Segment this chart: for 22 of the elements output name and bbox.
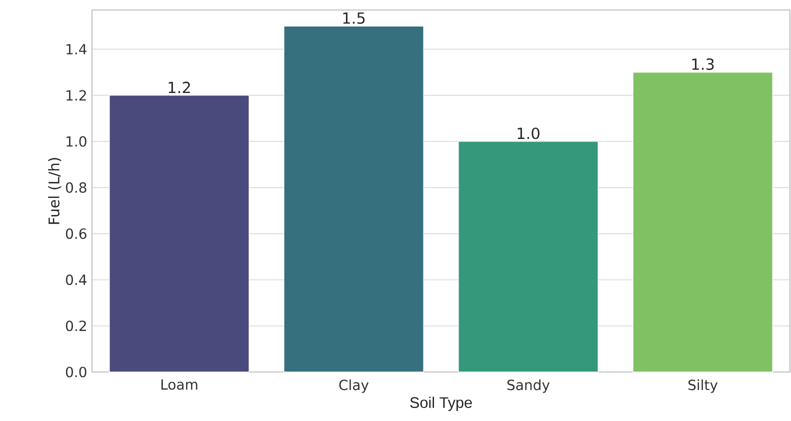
y-tick-label: 1.4 [66, 44, 86, 54]
data-label: 1.0 [518, 128, 540, 140]
x-tick-label: Silty [688, 379, 718, 393]
data-label: 1.3 [692, 58, 714, 70]
bar [632, 72, 773, 372]
bar [109, 94, 250, 372]
x-tick-label: Clay [339, 379, 369, 393]
data-label: 1.5 [343, 12, 365, 24]
bar [284, 26, 424, 372]
y-tick-label: 0.8 [66, 182, 86, 193]
y-tick-label: 0.6 [66, 228, 86, 239]
y-tick-label: 0.4 [66, 274, 86, 286]
data-label: 1.2 [168, 82, 190, 94]
x-tick-label: Loam [161, 379, 198, 390]
y-tick-label: 0.2 [66, 320, 86, 332]
y-tick-label: 1.0 [66, 136, 86, 147]
y-tick-label: 1.2 [66, 90, 86, 101]
bar [458, 141, 598, 372]
y-axis-title: Fuel (L/h) [48, 158, 62, 224]
x-axis-title: Soil Type [410, 396, 472, 412]
y-tick-label: 0.0 [66, 366, 86, 378]
x-tick-label: Sandy [507, 379, 550, 393]
